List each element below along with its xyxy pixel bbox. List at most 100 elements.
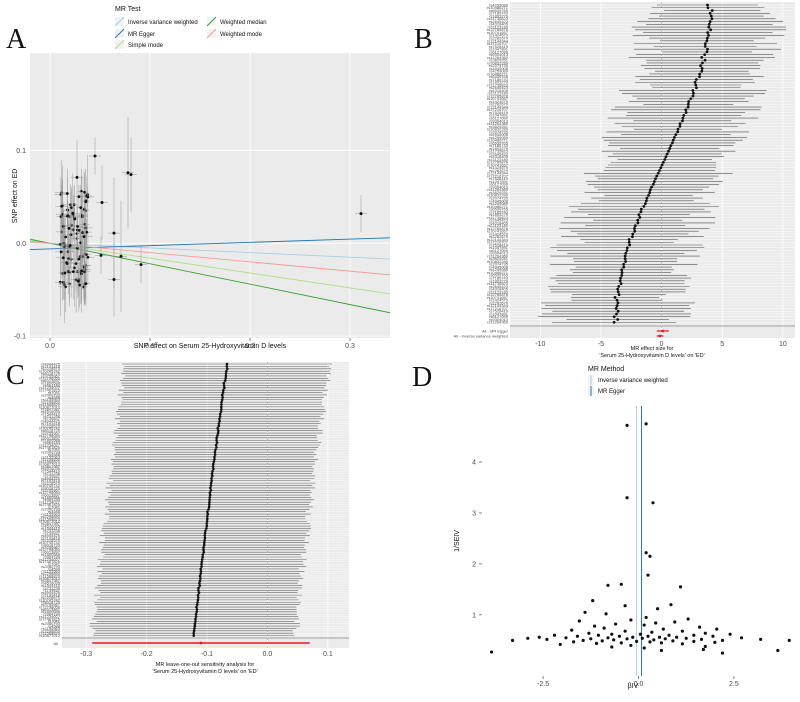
panel-c-snp-label: rs11568820: [39, 459, 61, 464]
panel-b-snp-label: rs1893279: [489, 13, 509, 18]
panel-c-snp-label: rs3755967: [41, 602, 61, 607]
panel-b-snp-label: rs12144344: [487, 237, 509, 242]
panel-b-snp-label: rs2282679: [489, 36, 509, 41]
panel-b-estimate: [699, 64, 702, 68]
panel-c-estimate: [224, 374, 228, 378]
panel-c-estimate: [220, 400, 223, 404]
panel-b-ticks: -10 -5 0 5 10rs4259089rs10486271rs6539765rs7…: [454, 2, 787, 348]
panel-d-point: [701, 647, 705, 652]
panel-a-point: [75, 175, 79, 179]
panel-b-estimate: [643, 202, 647, 206]
panel-d-xtick-label: 0.0: [634, 681, 644, 688]
panel-a-point: [65, 192, 69, 195]
panel-c-snp-label: rs2060793: [41, 564, 61, 569]
panel-a-point: [67, 226, 71, 230]
panel-b-snp-label: rs3829251: [489, 256, 509, 261]
panel-c-snp-label: rs964184: [43, 383, 60, 388]
panel-d-point: [650, 630, 654, 634]
panel-b-snp-label: rs3829251: [489, 124, 509, 129]
panel-c-estimate: [205, 515, 209, 518]
panel-c-estimate: [194, 617, 197, 621]
panel-a-point: [63, 283, 66, 287]
panel-b-estimate: [701, 61, 704, 65]
panel-c-estimate: [203, 534, 207, 537]
panel-d-point: [619, 582, 623, 586]
panel-b-xtick-label: 0: [660, 341, 664, 348]
panel-b-estimate: [616, 309, 620, 313]
panel-a-point: [64, 235, 68, 239]
panel-c-snp-label: rs11234027: [39, 385, 61, 390]
panel-c-snp-label: rs739837: [43, 473, 60, 478]
panel-c-snp-label: rs739837: [43, 531, 60, 536]
panel-d-point: [692, 639, 696, 643]
panel-b-snp-label: rs9304013: [489, 118, 509, 123]
panel-d-point: [713, 640, 717, 644]
panel-c-snp-label: rs8018720: [41, 542, 61, 547]
panel-c-estimate: [207, 503, 211, 506]
panel-c-snp-label: rs4944425: [41, 361, 61, 366]
panel-b-snp-label: rs2074735: [489, 262, 509, 267]
panel-b-estimate: [703, 53, 707, 57]
panel-d-point: [604, 612, 608, 616]
panel-c-estimate: [199, 572, 203, 575]
panel-c-estimate: [222, 381, 226, 385]
panel-c-snp-label: rs1155563: [41, 454, 60, 459]
panel-b-snp-label: rs12785878: [487, 160, 509, 165]
panel-b-snp-label: rs12785878: [487, 292, 509, 297]
panel-b-estimate: [625, 246, 629, 250]
panel-c-estimate: [225, 365, 229, 368]
panel-b-estimate: [623, 254, 627, 258]
panel-c-estimate: [223, 386, 226, 390]
panel-b-snp-label: rs10832289: [487, 60, 509, 65]
panel-a-point: [139, 263, 143, 267]
panel-b-snp-label: rs9304013: [489, 317, 509, 322]
panel-c-estimate: [203, 536, 207, 540]
legend-a-swatch: [114, 28, 125, 39]
panel-c-snp-label: rs3755967: [41, 545, 61, 550]
panel-a-point: [59, 215, 63, 219]
panel-d-point: [652, 638, 656, 642]
panel-b-estimate: [648, 188, 652, 192]
panel-a-mr-lines: [29, 237, 391, 314]
panel-a-ylabel: SNP effect on ED: [12, 169, 19, 224]
panel-b-snp-label: rs10486271: [487, 138, 509, 143]
panel-c-xlabel-line: MR leave-one-out sensitivity analysis fo…: [156, 662, 255, 668]
panel-b-estimate: [700, 69, 704, 73]
panel-a-xtick-label: 0.1: [145, 343, 155, 350]
panel-d-point: [720, 638, 725, 642]
panel-c-estimate: [201, 553, 205, 556]
panel-b-estimate: [615, 312, 618, 316]
panel-d-ytick-label: 3: [472, 510, 476, 517]
panel-b-snp-label: rs4318405: [489, 287, 509, 292]
panel-c-estimate: [197, 591, 201, 595]
panel-d-point: [602, 626, 606, 630]
panel-c-snp-label: rs10745742: [39, 369, 61, 374]
panel-b-estimate: [681, 119, 684, 123]
panel-c-snp-label: rs11568820: [39, 516, 61, 521]
panel-d-point: [606, 636, 610, 640]
panel-b-snp-label: rs7528419: [489, 110, 509, 115]
panel-a-line: [29, 237, 391, 250]
panel-b-estimate: [633, 229, 637, 233]
panel-c-snp-label: rs4944425: [41, 590, 61, 595]
panel-d-point: [638, 632, 643, 636]
panel-b-snp-label: rs10741657: [487, 96, 509, 101]
panel-a-point: [77, 257, 81, 261]
panel-b-snp-label: rs11735823: [487, 281, 509, 286]
panel-b-estimate: [650, 185, 653, 189]
panel-b-snp-label: rs9304013: [489, 251, 509, 256]
panel-b-snp-label: rs1424579: [489, 165, 509, 170]
panel-c-snp-label: rs12798050: [39, 604, 61, 609]
panel-c-snp-label: rs964184: [43, 497, 60, 502]
panel-c-snp-label: rs4588: [48, 395, 61, 400]
panel-d-point: [680, 642, 684, 646]
panel-d-point: [686, 617, 690, 621]
panel-b-snp-label: rs1893279: [489, 80, 509, 85]
panel-b-snp-label: rs12785878: [487, 226, 509, 231]
panel-c-snp-label: rs1155563: [41, 569, 60, 574]
panel-b-snp-label: rs7185743: [489, 276, 509, 281]
panel-c-estimate: [205, 517, 209, 521]
panel-c-snp-label: rs17467825: [39, 388, 61, 393]
panel-c-snp-label: rs2228570: [41, 423, 61, 428]
